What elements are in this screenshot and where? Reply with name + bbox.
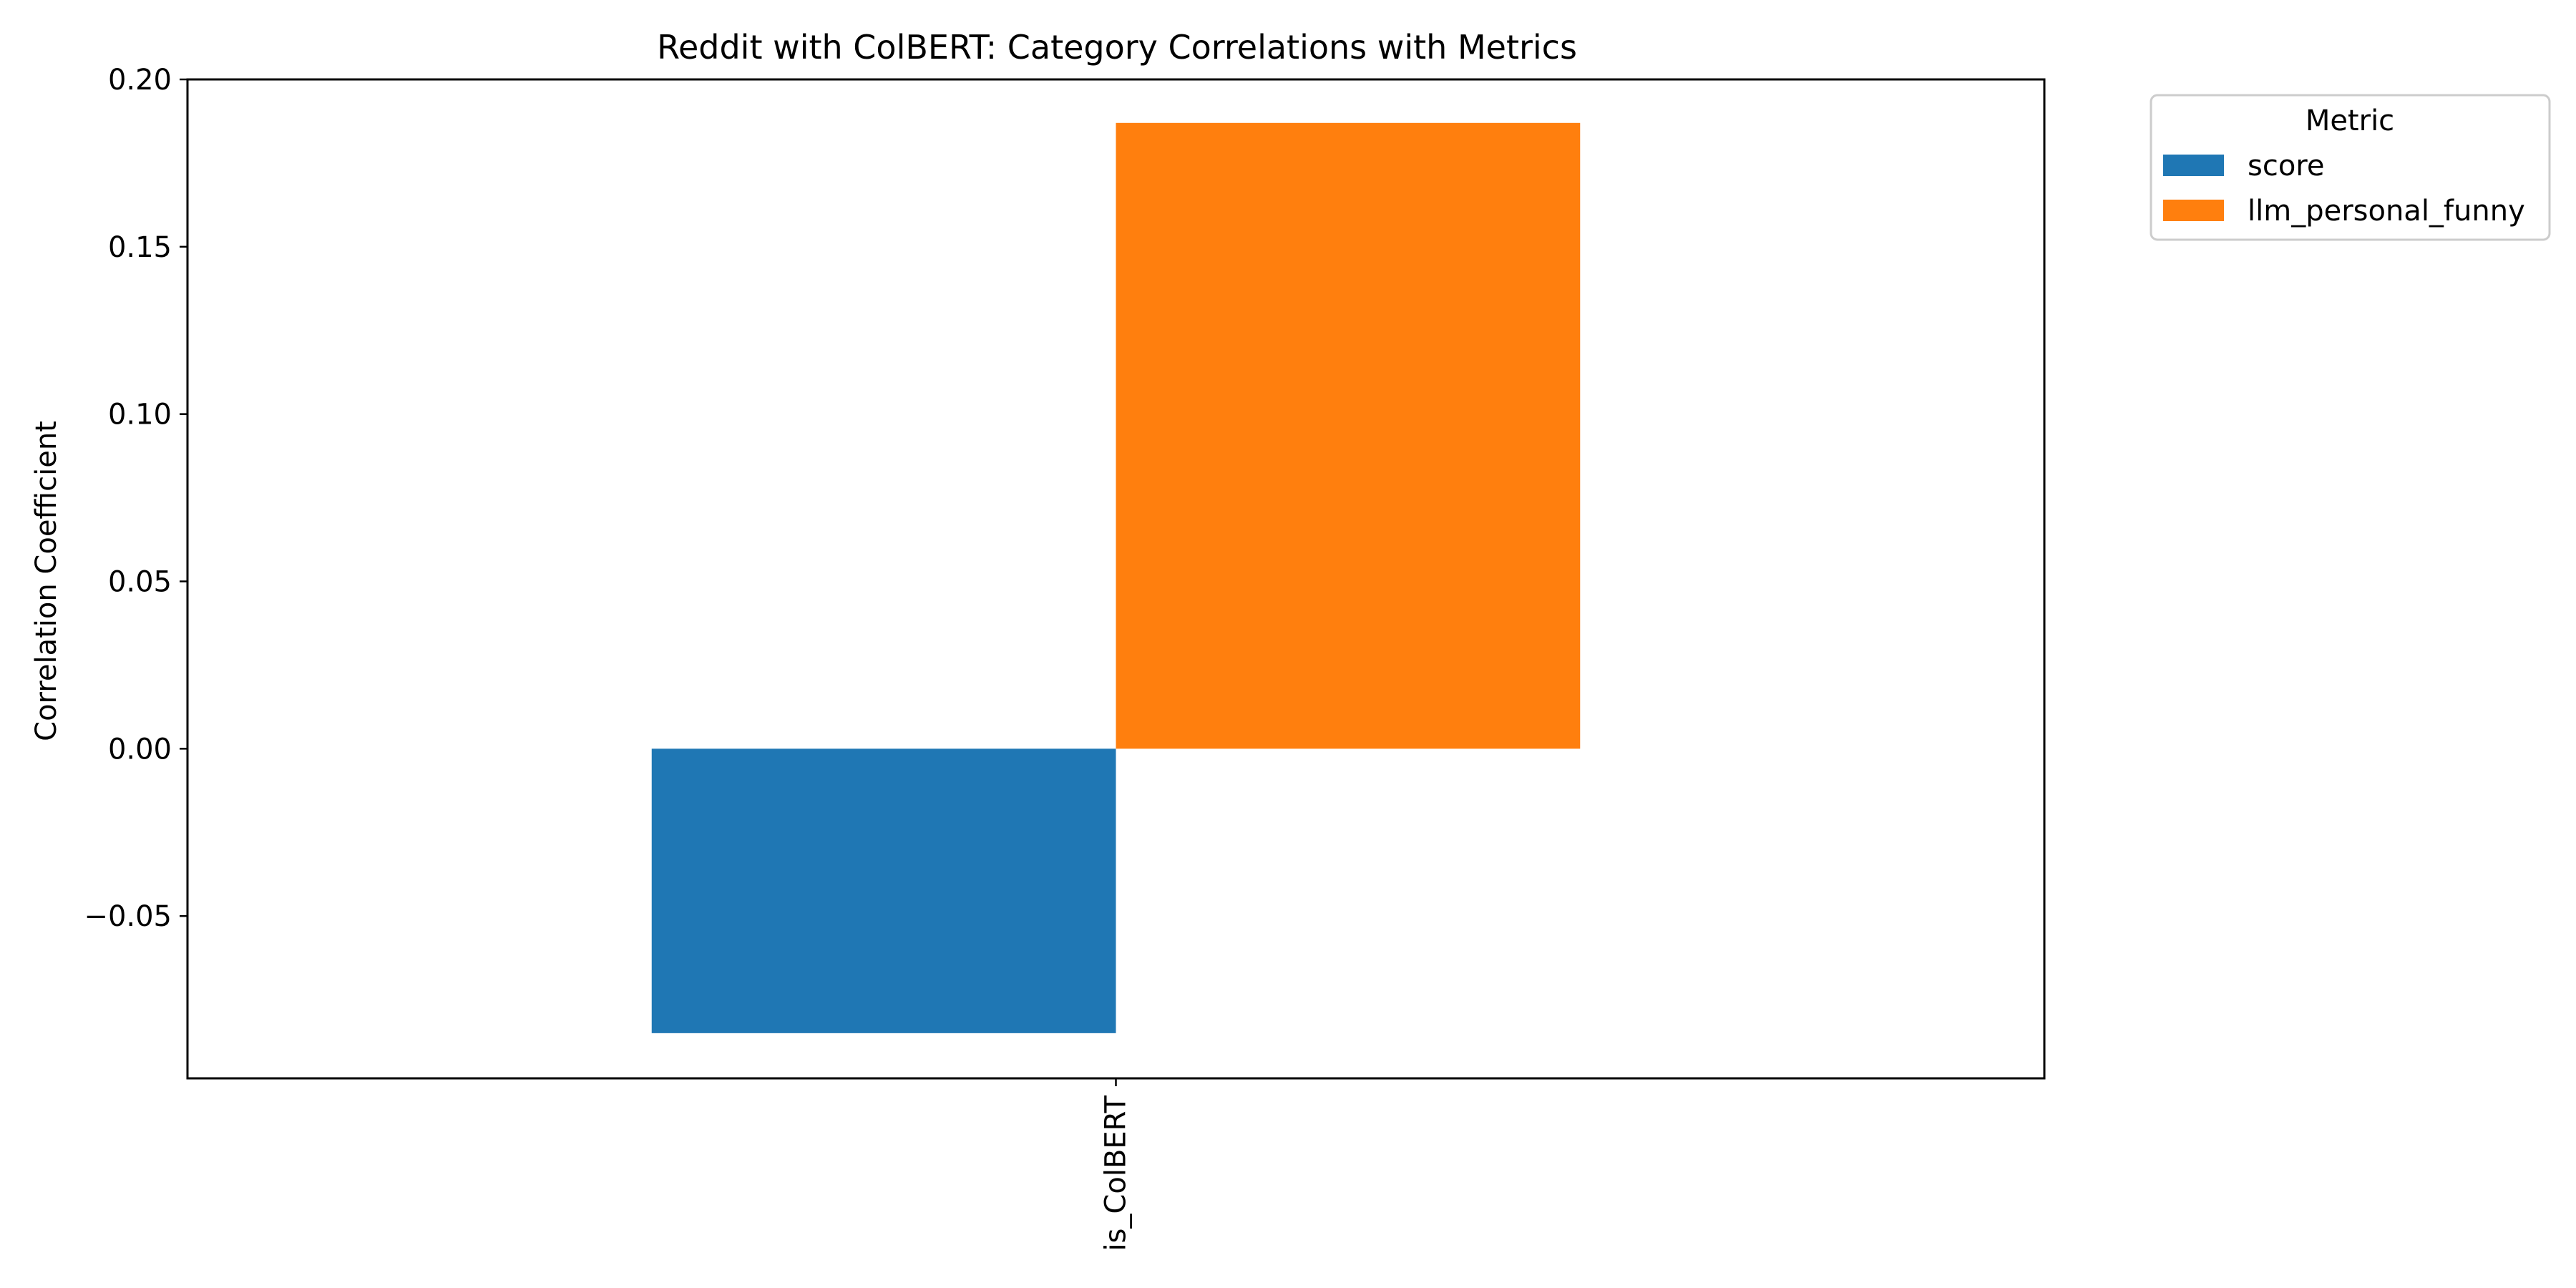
- y-tick-label: 0.15: [108, 231, 172, 264]
- chart-title: Reddit with ColBERT: Category Correlatio…: [657, 28, 1577, 67]
- legend-label-llm-personal-funny: llm_personal_funny: [2248, 195, 2525, 228]
- legend-swatch-score: [2163, 155, 2224, 176]
- x-ticks-group: is_ColBERT: [1100, 1078, 1133, 1252]
- legend-swatch-llm-personal-funny: [2163, 200, 2224, 221]
- y-tick-label: 0.20: [108, 64, 172, 97]
- legend-box: [2150, 94, 2551, 241]
- legend: Metric score llm_personal_funny: [2150, 94, 2551, 241]
- bar-llm-personal-funny-is-colbert: [1116, 122, 1581, 749]
- y-ticks-group: −0.05 0.00 0.05 0.10 0.15 0.20: [84, 64, 187, 933]
- x-tick-label: is_ColBERT: [1100, 1095, 1133, 1251]
- y-axis-label: Correlation Coefficient: [30, 421, 63, 741]
- y-tick-label: 0.00: [108, 733, 172, 766]
- y-tick-label: −0.05: [84, 900, 172, 933]
- bar-score-is-colbert: [651, 748, 1116, 1033]
- y-tick-label: 0.10: [108, 399, 172, 431]
- legend-label-score: score: [2248, 150, 2324, 182]
- legend-title: Metric: [2306, 104, 2394, 137]
- plot-frame: [186, 78, 2046, 1080]
- y-tick-label: 0.05: [108, 566, 172, 599]
- bars-group: [651, 122, 1581, 1033]
